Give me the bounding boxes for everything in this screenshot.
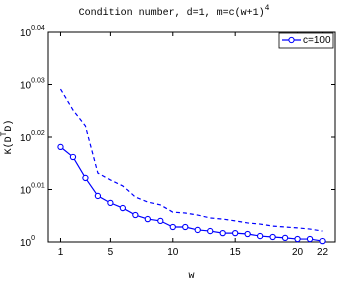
y-tick-exponent: 0.04 — [31, 25, 45, 32]
y-tick-label: 100 — [20, 235, 35, 249]
series-line — [60, 146, 323, 242]
point — [169, 223, 176, 231]
y-tick-label: 100.01 — [20, 183, 45, 197]
y-label-part: D) — [3, 120, 15, 132]
x-tick-label: 1 — [58, 247, 64, 258]
y-tick-label: 100.02 — [20, 130, 45, 144]
point — [107, 199, 114, 207]
point — [207, 227, 214, 235]
y-tick-exponent: 0.03 — [31, 78, 45, 85]
y-tick-label: 100.03 — [20, 78, 45, 92]
point — [319, 237, 326, 245]
legend-box — [278, 32, 334, 49]
legend-label: c=100 — [303, 35, 331, 46]
point — [219, 229, 226, 237]
chart-title: Condition number, d=1, m=c(w+1)4 — [79, 4, 270, 19]
y-tick-base: 10 — [20, 186, 32, 197]
point — [256, 232, 264, 240]
x-tick-label: 5 — [108, 247, 114, 258]
point — [94, 192, 102, 200]
point — [119, 204, 127, 212]
point — [182, 223, 189, 231]
point — [69, 153, 77, 161]
y-tick-exponent: 0 — [31, 235, 35, 242]
point — [294, 235, 301, 243]
point — [157, 217, 164, 225]
x-tick-label: 15 — [230, 247, 242, 258]
point — [232, 229, 239, 237]
point — [132, 211, 139, 219]
y-tick-base: 10 — [20, 28, 32, 39]
y-label-part: K(D — [3, 136, 15, 154]
point — [244, 230, 251, 238]
x-tick-label: 20 — [292, 247, 304, 258]
point — [194, 226, 201, 234]
title-exponent: 4 — [265, 4, 270, 13]
point — [82, 174, 89, 182]
y-tick-label: 100.04 — [20, 25, 45, 39]
title-text: Condition number, d=1, m=c(w+1) — [79, 7, 265, 19]
y-tick-exponent: 0.02 — [31, 130, 45, 137]
point — [269, 233, 276, 241]
y-tick-base: 10 — [20, 238, 32, 249]
point — [306, 235, 314, 243]
point — [144, 215, 151, 223]
legend-marker — [288, 36, 295, 44]
point — [57, 143, 64, 151]
y-tick-base: 10 — [20, 81, 32, 92]
y-tick-exponent: 0.01 — [31, 183, 45, 190]
y-label-sup: T — [0, 131, 9, 136]
x-tick-label: 22 — [317, 247, 329, 258]
series-line — [59, 88, 323, 232]
x-axis-label: w — [188, 271, 194, 281]
point — [281, 234, 289, 242]
y-tick-base: 10 — [20, 133, 32, 144]
y-axis-label: K(DTD) — [0, 120, 15, 155]
x-tick-label: 10 — [167, 247, 179, 258]
